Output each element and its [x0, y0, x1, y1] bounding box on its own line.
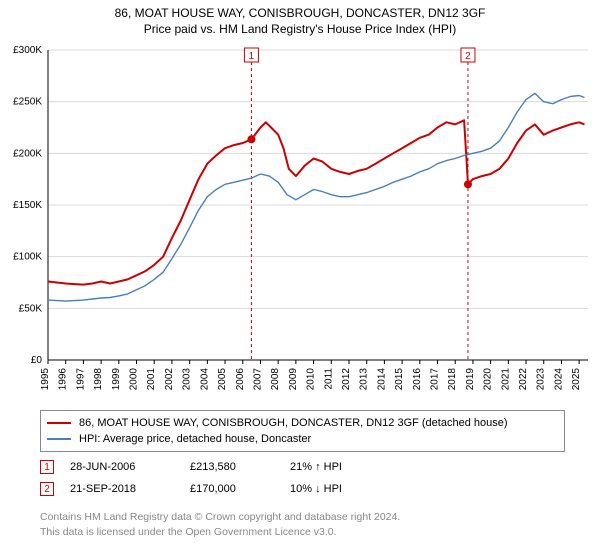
title-subtitle: Price paid vs. HM Land Registry's House … [0, 22, 600, 36]
footnote-copyright: Contains HM Land Registry data © Crown c… [40, 510, 400, 525]
footnotes: Contains HM Land Registry data © Crown c… [40, 510, 400, 539]
chart-container: 86, MOAT HOUSE WAY, CONISBROUGH, DONCAST… [0, 0, 600, 560]
chart-svg: £0 £50K £100K £150K £200K £250K £300K 1995 1996 1… [0, 40, 600, 400]
svg-text:1995: 1995 [40, 368, 51, 391]
svg-text:£300K: £300K [13, 45, 42, 56]
svg-text:2021: 2021 [500, 368, 511, 391]
legend-row-hpi: HPI: Average price, detached house, Donc… [47, 431, 558, 447]
svg-text:2019: 2019 [465, 368, 476, 391]
svg-text:2001: 2001 [146, 368, 157, 391]
svg-text:2000: 2000 [129, 368, 140, 391]
svg-text:2016: 2016 [412, 368, 423, 391]
svg-text:2017: 2017 [430, 368, 441, 391]
svg-text:2002: 2002 [164, 368, 175, 391]
event-price: £213,580 [190, 461, 290, 473]
svg-text:2007: 2007 [252, 368, 263, 391]
svg-text:£200K: £200K [13, 148, 42, 159]
event-date: 28-JUN-2006 [70, 461, 190, 473]
svg-text:1996: 1996 [58, 368, 69, 391]
footnote-licence: This data is licensed under the Open Gov… [40, 525, 400, 540]
event-date: 21-SEP-2018 [70, 483, 190, 495]
svg-text:2010: 2010 [306, 368, 317, 391]
legend: 86, MOAT HOUSE WAY, CONISBROUGH, DONCAST… [40, 410, 565, 452]
legend-swatch-hpi [47, 438, 71, 440]
svg-text:£0: £0 [31, 355, 43, 366]
svg-text:2004: 2004 [199, 368, 210, 391]
svg-text:£150K: £150K [13, 200, 42, 211]
svg-text:2014: 2014 [376, 368, 387, 391]
event-row: 1 28-JUN-2006 £213,580 21% ↑ HPI [40, 456, 565, 478]
event-hpi: 21% ↑ HPI [290, 461, 410, 473]
svg-text:2009: 2009 [288, 368, 299, 391]
events-table: 1 28-JUN-2006 £213,580 21% ↑ HPI 2 21-SE… [40, 456, 565, 500]
svg-text:2020: 2020 [483, 368, 494, 391]
svg-text:1997: 1997 [75, 368, 86, 391]
svg-text:2023: 2023 [536, 368, 547, 391]
svg-text:1: 1 [249, 51, 255, 62]
svg-text:1999: 1999 [111, 368, 122, 391]
svg-text:1998: 1998 [93, 368, 104, 391]
event-row: 2 21-SEP-2018 £170,000 10% ↓ HPI [40, 478, 565, 500]
svg-text:£250K: £250K [13, 97, 42, 108]
svg-text:2011: 2011 [323, 368, 334, 390]
event-hpi: 10% ↓ HPI [290, 483, 410, 495]
svg-text:2012: 2012 [341, 368, 352, 391]
legend-label-hpi: HPI: Average price, detached house, Donc… [79, 433, 311, 445]
event-marker-2: 2 [40, 482, 54, 496]
svg-text:2008: 2008 [270, 368, 281, 391]
svg-text:2018: 2018 [447, 368, 458, 391]
svg-text:2025: 2025 [571, 368, 582, 391]
title-address: 86, MOAT HOUSE WAY, CONISBROUGH, DONCAST… [0, 6, 600, 20]
svg-text:2013: 2013 [359, 368, 370, 391]
svg-text:2005: 2005 [217, 368, 228, 391]
svg-text:2022: 2022 [518, 368, 529, 391]
chart-area: £0 £50K £100K £150K £200K £250K £300K 1995 1996 1… [0, 40, 600, 400]
legend-swatch-property [47, 422, 71, 424]
legend-label-property: 86, MOAT HOUSE WAY, CONISBROUGH, DONCAST… [79, 417, 508, 429]
titles: 86, MOAT HOUSE WAY, CONISBROUGH, DONCAST… [0, 0, 600, 36]
svg-text:2: 2 [465, 51, 471, 62]
event-price: £170,000 [190, 483, 290, 495]
svg-text:2006: 2006 [235, 368, 246, 391]
svg-text:2024: 2024 [553, 368, 564, 391]
event-marker-1: 1 [40, 460, 54, 474]
svg-text:2015: 2015 [394, 368, 405, 391]
svg-text:£50K: £50K [19, 303, 43, 314]
svg-text:£100K: £100K [13, 252, 42, 263]
svg-text:2003: 2003 [182, 368, 193, 391]
legend-row-property: 86, MOAT HOUSE WAY, CONISBROUGH, DONCAST… [47, 415, 558, 431]
